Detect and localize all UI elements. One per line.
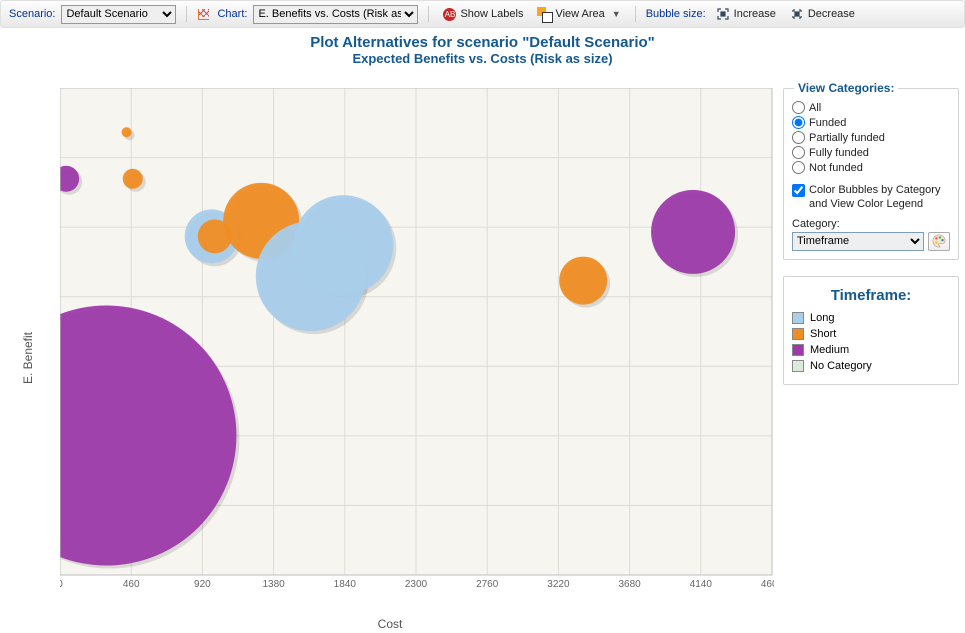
view-category-label: Fully funded [809, 147, 869, 159]
chart-icon [197, 7, 211, 21]
legend-label: No Category [810, 360, 872, 372]
svg-text:4140: 4140 [690, 579, 713, 590]
svg-text:2300: 2300 [405, 579, 428, 590]
legend-item: No Category [792, 360, 950, 372]
show-labels-button[interactable]: AB Show Labels [439, 6, 527, 23]
view-category-radio-row[interactable]: Partially funded [792, 131, 950, 144]
legend-swatch [792, 360, 804, 372]
color-by-category-checkbox[interactable] [792, 184, 805, 197]
svg-text:460: 460 [123, 579, 140, 590]
view-category-radio[interactable] [792, 161, 805, 174]
svg-text:1380: 1380 [262, 579, 285, 590]
view-category-label: Partially funded [809, 132, 885, 144]
view-area-icon [537, 7, 551, 21]
view-area-text: View Area [555, 8, 604, 20]
legend-swatch [792, 312, 804, 324]
legend-label: Medium [810, 344, 849, 356]
legend-swatch [792, 328, 804, 340]
view-category-radio-row[interactable]: All [792, 101, 950, 114]
view-categories-panel: View Categories: AllFundedPartially fund… [783, 88, 959, 260]
bubble[interactable] [293, 195, 393, 295]
legend-item: Long [792, 312, 950, 324]
view-category-radio[interactable] [792, 116, 805, 129]
bubble[interactable] [559, 257, 607, 305]
plot: 0460920138018402300276032203680414046000… [60, 88, 774, 593]
view-category-radio-row[interactable]: Not funded [792, 161, 950, 174]
bubble[interactable] [651, 190, 735, 274]
palette-button[interactable] [928, 232, 950, 251]
legend-item: Short [792, 328, 950, 340]
bubble-chart-svg: 0460920138018402300276032203680414046000… [60, 88, 774, 593]
view-category-radio[interactable] [792, 131, 805, 144]
toolbar: Scenario: Default Scenario Chart: E. Ben… [0, 0, 965, 28]
svg-text:1840: 1840 [334, 579, 357, 590]
increase-text: Increase [734, 8, 776, 20]
bubble[interactable] [122, 127, 132, 137]
color-by-category-checkbox-row[interactable]: Color Bubbles by Category and View Color… [792, 184, 950, 212]
side-panels: View Categories: AllFundedPartially fund… [783, 88, 959, 401]
view-category-radio-row[interactable]: Fully funded [792, 146, 950, 159]
legend-item: Medium [792, 344, 950, 356]
svg-text:2760: 2760 [476, 579, 499, 590]
view-category-label: Not funded [809, 162, 863, 174]
legend-label: Long [810, 312, 834, 324]
view-area-button[interactable]: View Area ▼ [533, 5, 624, 23]
collapse-icon [790, 7, 804, 21]
decrease-button[interactable]: Decrease [786, 5, 859, 23]
view-category-label: Funded [809, 117, 846, 129]
chart-subtitle: Expected Benefits vs. Costs (Risk as siz… [0, 51, 965, 66]
decrease-text: Decrease [808, 8, 855, 20]
palette-icon [932, 234, 946, 248]
svg-text:920: 920 [194, 579, 211, 590]
view-category-label: All [809, 102, 821, 114]
view-categories-title: View Categories: [794, 81, 898, 95]
increase-button[interactable]: Increase [712, 5, 780, 23]
caret-down-icon: ▼ [612, 9, 621, 19]
chart-title: Plot Alternatives for scenario "Default … [0, 34, 965, 51]
svg-text:0: 0 [60, 579, 63, 590]
view-category-radio-row[interactable]: Funded [792, 116, 950, 129]
bubble-size-label: Bubble size: [646, 8, 706, 20]
show-labels-text: Show Labels [460, 8, 523, 20]
bubble[interactable] [123, 169, 143, 189]
color-by-category-label: Color Bubbles by Category and View Color… [809, 184, 950, 212]
separator [428, 6, 429, 22]
x-axis-label: Cost [378, 617, 403, 631]
view-category-radio[interactable] [792, 101, 805, 114]
svg-text:3680: 3680 [618, 579, 641, 590]
expand-icon [716, 7, 730, 21]
labels-icon: AB [443, 8, 456, 21]
legend-panel: Timeframe: Long Short Medium No Category [783, 276, 959, 385]
main-area: Plot Alternatives for scenario "Default … [0, 30, 965, 633]
svg-text:4600: 4600 [761, 579, 774, 590]
scenario-label: Scenario: [9, 8, 55, 20]
legend-title: Timeframe: [792, 287, 950, 304]
y-axis-label: E. Benefit [21, 331, 35, 383]
chart-label: Chart: [217, 8, 247, 20]
category-select[interactable]: Timeframe [792, 232, 924, 251]
category-dropdown-label: Category: [792, 218, 950, 230]
legend-label: Short [810, 328, 836, 340]
separator [186, 6, 187, 22]
scenario-select[interactable]: Default Scenario [61, 5, 176, 24]
title-block: Plot Alternatives for scenario "Default … [0, 30, 965, 66]
chart-area: E. Benefit Cost 0 460 920 1380 1840 2300 2760 3… [0, 82, 780, 633]
view-category-radio[interactable] [792, 146, 805, 159]
separator [635, 6, 636, 22]
chart-select[interactable]: E. Benefits vs. Costs (Risk as size) [253, 5, 418, 24]
legend-swatch [792, 344, 804, 356]
svg-text:3220: 3220 [547, 579, 570, 590]
